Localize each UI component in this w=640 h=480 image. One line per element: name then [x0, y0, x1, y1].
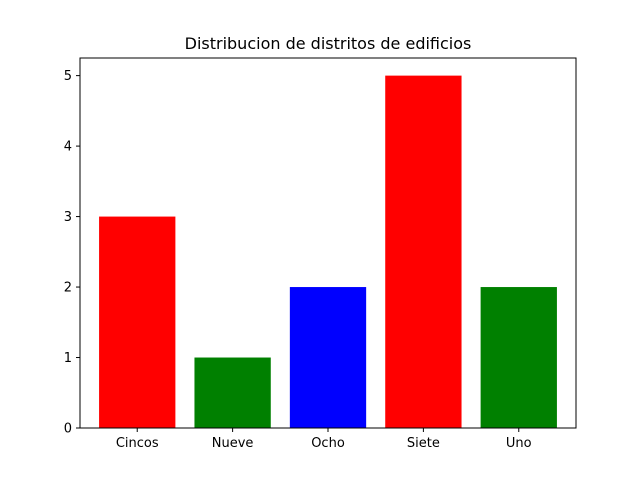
y-tick-label: 0	[64, 422, 72, 437]
x-tick-label: Ocho	[311, 436, 345, 451]
x-axis-ticks: Cincos Nueve Ocho Siete Uno	[116, 428, 532, 451]
bars-group	[99, 75, 557, 428]
y-tick-label: 4	[64, 140, 72, 155]
y-tick-label: 2	[64, 281, 72, 296]
bar-uno	[480, 287, 557, 428]
x-tick-label: Siete	[407, 436, 440, 451]
bar-siete	[385, 75, 462, 428]
chart-title: Distribucion de distritos de edificios	[185, 34, 472, 53]
bar-nueve	[194, 357, 271, 428]
x-tick-label: Uno	[506, 436, 532, 451]
x-tick-label: Nueve	[212, 436, 254, 451]
bar-cincos	[99, 216, 176, 428]
bar-ocho	[289, 287, 367, 428]
plot-frame	[79, 57, 577, 429]
y-tick-label: 5	[64, 69, 72, 84]
y-axis-ticks: 0 1 2 3 4 5	[64, 69, 80, 437]
x-tick-label: Cincos	[116, 436, 159, 451]
y-tick-label: 3	[64, 210, 72, 225]
y-tick-label: 1	[64, 351, 72, 366]
